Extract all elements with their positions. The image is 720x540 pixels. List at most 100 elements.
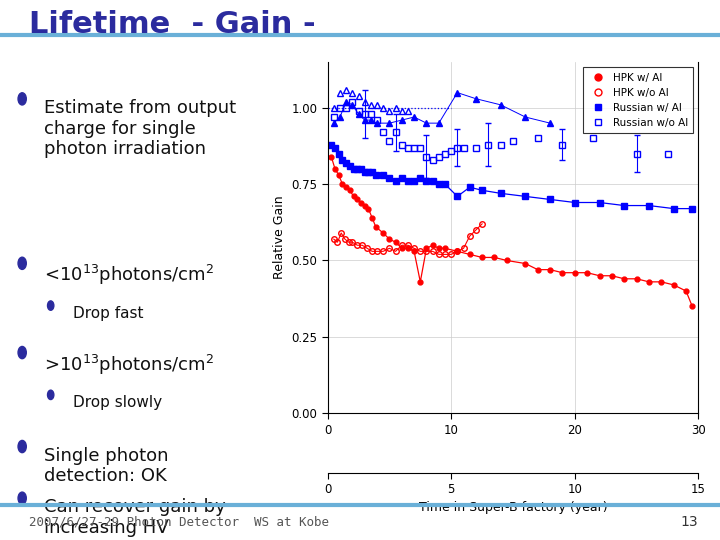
Russian w/ Al: [334, 151, 343, 157]
HPK w/ Al: [327, 153, 336, 160]
Russian w/o Al: [330, 114, 338, 120]
Russian w/ Al: [349, 166, 358, 172]
Russian w/o Al: [366, 111, 375, 117]
Russian w/o Al: [453, 144, 462, 151]
HPK w/o Al: [353, 242, 361, 248]
Russian w/o Al: [416, 144, 425, 151]
X-axis label: Time in Super-B factory (year): Time in Super-B factory (year): [419, 502, 607, 515]
Line: Russian w/ Al: Russian w/ Al: [328, 141, 696, 212]
HPK w/ Al: [353, 196, 361, 202]
Russian w/ Al: [385, 175, 394, 181]
Russian w/ Al: [404, 178, 413, 184]
HPK w/ Al: [330, 166, 339, 172]
HPK w/ Al: [361, 202, 369, 209]
Russian w/ Al: [428, 178, 437, 184]
Russian w/o Al: [484, 141, 492, 148]
Circle shape: [48, 390, 54, 400]
Text: Lifetime  - Gain -: Lifetime - Gain -: [29, 10, 315, 39]
HPK w/o Al: [333, 239, 342, 245]
Russian w/o Al: [534, 135, 542, 141]
Text: Can recover gain by
increasing HV: Can recover gain by increasing HV: [45, 498, 226, 537]
HPK w/o Al: [348, 239, 356, 245]
HPK w/ Al: [558, 269, 567, 276]
HPK w/o Al: [404, 242, 413, 248]
Russian w/o Al: [385, 138, 394, 145]
HPK w/o Al: [341, 236, 349, 242]
HPK w/ Al: [657, 279, 665, 285]
HPK w/ Al: [503, 257, 511, 264]
HPK w/ Al: [608, 273, 616, 279]
HPK w/ Al: [688, 303, 696, 309]
Russian w/ Al: [338, 157, 347, 163]
Russian w/o Al: [558, 141, 567, 148]
Russian w/ Al: [368, 168, 377, 175]
Russian w/o Al: [342, 105, 351, 111]
Russian w/ Al: [342, 160, 351, 166]
HPK w/o Al: [441, 251, 449, 258]
HPK w/ Al: [391, 239, 400, 245]
HPK w/ Al: [385, 236, 394, 242]
HPK w/o Al: [344, 239, 353, 245]
HPK w/ Al: [682, 288, 690, 294]
Russian w/o Al: [472, 144, 480, 151]
Line: HPK w/o Al: HPK w/o Al: [331, 221, 485, 257]
HPK w/ Al: [338, 181, 347, 187]
HPK w/ Al: [620, 275, 629, 282]
Russian w/o Al: [632, 151, 641, 157]
HPK w/o Al: [428, 248, 437, 254]
Russian w/ Al: [410, 178, 418, 184]
Legend: HPK w/ Al, HPK w/o Al, Russian w/ Al, Russian w/o Al: HPK w/ Al, HPK w/o Al, Russian w/ Al, Ru…: [582, 68, 693, 133]
Russian w/ Al: [327, 141, 336, 148]
Line: HPK w/ Al: HPK w/ Al: [329, 154, 695, 309]
HPK w/ Al: [435, 245, 444, 252]
Russian w/ Al: [330, 144, 339, 151]
HPK w/o Al: [373, 248, 382, 254]
Russian w/ Al: [570, 199, 579, 206]
Russian w/ Al: [453, 193, 462, 200]
Russian w/o Al: [663, 151, 672, 157]
HPK w/ Al: [368, 214, 377, 221]
HPK w/o Al: [330, 236, 338, 242]
Russian w/o Al: [496, 141, 505, 148]
HPK w/ Al: [478, 254, 487, 261]
Circle shape: [18, 492, 27, 504]
HPK w/o Al: [465, 233, 474, 239]
Russian w/o Al: [508, 138, 517, 145]
HPK w/ Al: [595, 273, 604, 279]
HPK w/ Al: [534, 266, 542, 273]
HPK w/o Al: [368, 248, 377, 254]
X-axis label: Integrated irradiation(x10$^{13}$ photons/cm$^2$): Integrated irradiation(x10$^{13}$ photon…: [390, 442, 636, 462]
Russian w/o Al: [459, 144, 468, 151]
Russian w/o Al: [435, 153, 444, 160]
HPK w/o Al: [472, 227, 480, 233]
Russian w/o Al: [428, 157, 437, 163]
HPK w/ Al: [428, 242, 437, 248]
Russian w/ Al: [478, 187, 487, 193]
HPK w/ Al: [583, 269, 592, 276]
HPK w/o Al: [358, 242, 366, 248]
Circle shape: [18, 441, 27, 453]
HPK w/ Al: [422, 245, 431, 252]
Russian w/o Al: [373, 117, 382, 123]
Russian w/o Al: [589, 135, 598, 141]
Text: Drop fast: Drop fast: [73, 306, 143, 321]
Circle shape: [18, 347, 27, 359]
Russian w/o Al: [410, 144, 418, 151]
Circle shape: [18, 93, 27, 105]
HPK w/ Al: [356, 199, 365, 206]
HPK w/ Al: [546, 266, 554, 273]
Y-axis label: Relative Gain: Relative Gain: [273, 196, 286, 279]
HPK w/ Al: [346, 187, 354, 193]
Russian w/ Al: [496, 190, 505, 197]
Russian w/ Al: [353, 166, 361, 172]
Russian w/ Al: [379, 172, 387, 178]
HPK w/o Al: [447, 251, 456, 258]
Russian w/o Al: [397, 141, 406, 148]
HPK w/ Al: [570, 269, 579, 276]
HPK w/o Al: [397, 242, 406, 248]
Text: 13: 13: [681, 515, 698, 529]
HPK w/ Al: [441, 245, 449, 252]
Line: Russian w/o Al: Russian w/o Al: [330, 98, 671, 163]
Text: Drop slowly: Drop slowly: [73, 395, 162, 410]
Russian w/ Al: [361, 168, 369, 175]
